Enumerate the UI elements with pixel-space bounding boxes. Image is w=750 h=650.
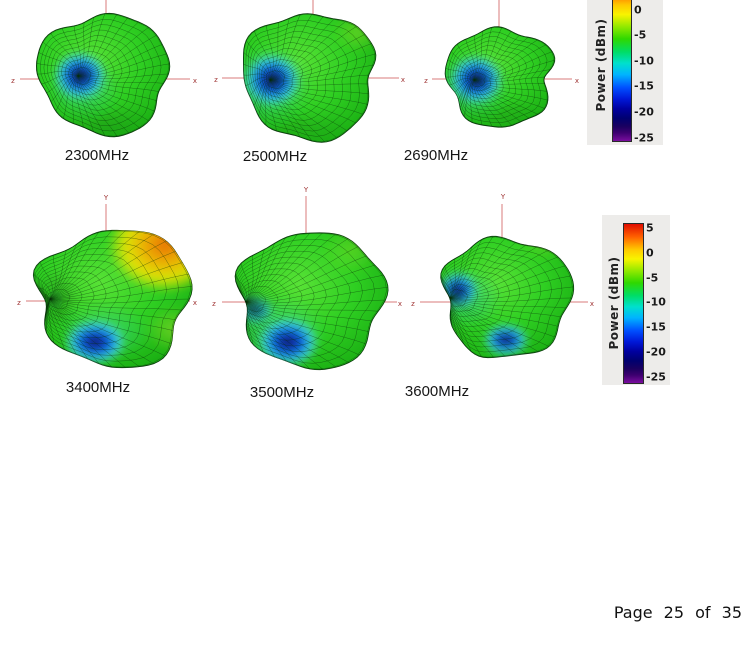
colorbar-tick: -20 [646, 345, 666, 359]
colorbar-tick: -20 [634, 105, 654, 119]
axis-label-y: Y [500, 193, 506, 201]
frequency-label-3600mhz: 3600MHz [404, 383, 470, 400]
axis-label-z: z [424, 77, 428, 85]
colorbar-bottom: Power (dBm) 5 0 -5 -10 -15 -20 -25 [602, 215, 670, 385]
radiation-pattern-plot-3400mhz: z x Y [17, 194, 197, 369]
axis-label-z: z [212, 300, 216, 308]
surface-mesh [33, 230, 193, 368]
colorbar-tick: 5 [646, 221, 654, 235]
colorbar-tick: -15 [634, 79, 654, 93]
axis-label-x: x [401, 76, 405, 84]
radiation-pattern-plot-3600mhz: z x Y [411, 193, 594, 359]
axis-label-x: x [193, 299, 197, 307]
colorbar-gradient [612, 0, 632, 142]
frequency-label-2690mhz: 2690MHz [403, 147, 469, 164]
axis-label-z: z [17, 299, 21, 307]
surface-mesh [445, 27, 555, 128]
surface-mesh [36, 13, 170, 137]
colorbar-tick: -10 [646, 295, 666, 309]
axis-label-z: z [411, 300, 415, 308]
surface-mesh [243, 13, 376, 143]
frequency-label-3500mhz: 3500MHz [249, 384, 315, 401]
frequency-label-3400mhz: 3400MHz [65, 379, 131, 396]
page-number: Page 25 of 35 [613, 603, 742, 622]
frequency-label-2500mhz: 2500MHz [242, 148, 308, 165]
axis-label-x: x [590, 300, 594, 308]
radiation-pattern-plot-3500mhz: z x Y [212, 186, 402, 371]
colorbar-gradient [623, 223, 644, 384]
colorbar-tick: -25 [634, 131, 654, 145]
colorbar-tick: -5 [634, 28, 647, 42]
colorbar-tick: -15 [646, 320, 666, 334]
axis-label-y: Y [303, 186, 309, 194]
colorbar-tick: -5 [646, 271, 659, 285]
frequency-label-2300mhz: 2300MHz [64, 147, 130, 164]
colorbar-tick: -10 [634, 54, 654, 68]
colorbar-tick: 0 [646, 246, 654, 260]
colorbar-tick: -25 [646, 370, 666, 384]
axis-label-x: x [575, 77, 579, 85]
surface-mesh [440, 236, 574, 358]
axis-label-z: z [214, 76, 218, 84]
axis-label-x: x [398, 300, 402, 308]
axis-label-z: z [11, 77, 15, 85]
colorbar-axis-label: Power (dBm) [594, 18, 608, 112]
colorbar-tick: 0 [634, 3, 642, 17]
colorbar-axis-label: Power (dBm) [607, 256, 621, 350]
axis-label-x: x [193, 77, 197, 85]
axis-label-y: Y [103, 194, 109, 202]
colorbar-top: Power (dBm) 50-5-10-15-20-25 [587, 0, 663, 145]
